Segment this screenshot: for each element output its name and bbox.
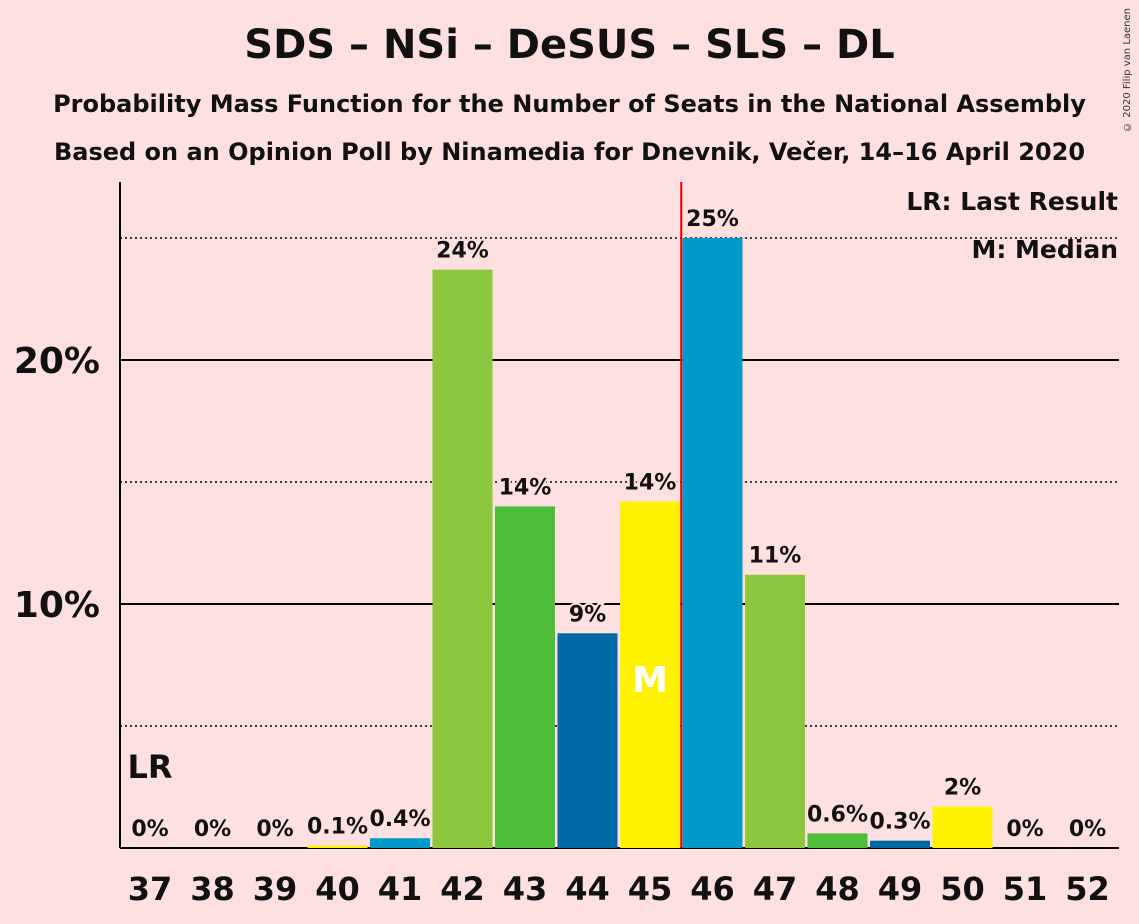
bar-50 — [932, 806, 993, 848]
data-label-50: 2% — [944, 776, 981, 801]
x-tick-label-48: 48 — [815, 870, 860, 908]
data-label-49: 0.3% — [869, 810, 930, 835]
data-label-halo: 0% — [131, 817, 168, 842]
data-label-halo: 0% — [194, 817, 231, 842]
chart-title: SDS – NSi – DeSUS – SLS – DL — [244, 22, 895, 68]
data-label-39: 0% — [256, 817, 293, 842]
legend-entry: LR: Last Result — [906, 187, 1118, 216]
data-label-44: 9% — [569, 602, 606, 627]
data-label-halo: 14% — [499, 475, 552, 500]
median-marker: M — [632, 660, 668, 701]
data-label-halo: 0% — [1069, 817, 1106, 842]
data-label-52: 0% — [1069, 817, 1106, 842]
data-label-halo: 0% — [256, 817, 293, 842]
chart-source-line: Based on an Opinion Poll by Ninamedia fo… — [53, 138, 1086, 166]
x-tick-label-43: 43 — [503, 870, 548, 908]
x-tick-label-50: 50 — [940, 870, 985, 908]
bar-43 — [495, 506, 555, 848]
data-label-halo: 2% — [944, 776, 981, 801]
data-label-46: 25% — [686, 207, 739, 232]
bar-41 — [370, 838, 430, 848]
data-label-42: 24% — [436, 239, 489, 264]
data-label-43: 14% — [499, 475, 552, 500]
data-label-halo: 0.3% — [869, 810, 930, 835]
bar-40 — [307, 845, 368, 848]
bar-47 — [745, 574, 805, 848]
data-label-halo: 0.4% — [369, 807, 430, 832]
bar-49 — [870, 840, 930, 848]
data-label-45: 14% — [624, 471, 677, 496]
data-label-halo: 24% — [436, 239, 489, 264]
data-label-48: 0.6% — [807, 802, 868, 827]
x-tick-label-37: 37 — [128, 870, 173, 908]
bar-48 — [807, 833, 868, 848]
data-label-47: 11% — [749, 544, 802, 569]
bar-46 — [682, 238, 743, 848]
x-tick-label-52: 52 — [1065, 870, 1110, 908]
x-tick-label-40: 40 — [315, 870, 360, 908]
y-tick-label: 20% — [14, 341, 100, 382]
bar-44 — [557, 633, 618, 848]
x-tick-label-46: 46 — [690, 870, 735, 908]
y-tick-label: 10% — [14, 585, 100, 626]
x-tick-label-49: 49 — [878, 870, 923, 908]
x-tick-label-44: 44 — [565, 870, 610, 908]
last-result-marker: LR — [127, 748, 172, 786]
data-label-41: 0.4% — [369, 807, 430, 832]
x-tick-label-41: 41 — [378, 870, 423, 908]
bar-42 — [432, 269, 493, 849]
data-label-40: 0.1% — [307, 815, 368, 840]
data-label-halo: 0% — [1006, 817, 1043, 842]
data-label-halo: 25% — [686, 207, 739, 232]
x-tick-label-45: 45 — [628, 870, 673, 908]
x-tick-label-47: 47 — [753, 870, 798, 908]
legend-entry: M: Median — [971, 235, 1118, 264]
data-label-halo: 9% — [569, 602, 606, 627]
x-tick-label-51: 51 — [1003, 870, 1048, 908]
data-label-37: 0% — [131, 817, 168, 842]
x-tick-label-38: 38 — [190, 870, 235, 908]
bar-45 — [620, 501, 680, 848]
data-label-38: 0% — [194, 817, 231, 842]
data-label-halo: 11% — [749, 544, 802, 569]
data-label-halo: 0.1% — [307, 815, 368, 840]
data-label-halo: 0.6% — [807, 802, 868, 827]
data-label-51: 0% — [1006, 817, 1043, 842]
data-label-halo: 14% — [624, 471, 677, 496]
x-tick-label-42: 42 — [440, 870, 485, 908]
chart-subtitle: Probability Mass Function for the Number… — [53, 90, 1086, 118]
x-tick-label-39: 39 — [253, 870, 298, 908]
